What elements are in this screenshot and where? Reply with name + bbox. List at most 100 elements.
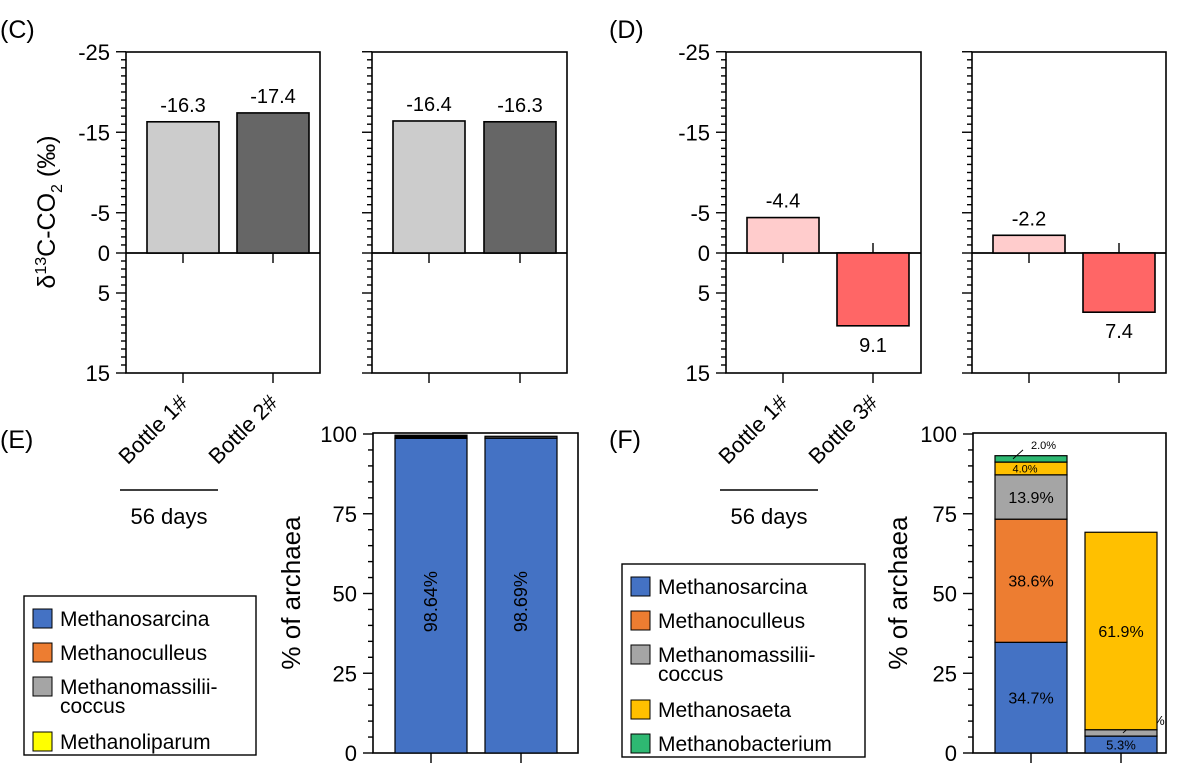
legend-label-line: Methanoliparum <box>60 731 211 754</box>
segment-value-label: 13.9% <box>1008 490 1053 507</box>
segment-value-label: 38.6% <box>1008 574 1053 591</box>
bar <box>746 216 820 254</box>
legend-swatch <box>630 610 651 631</box>
x-category-label: Bottle 1# <box>113 389 193 469</box>
y-tick-label: 50 <box>333 582 357 607</box>
legend-label: Methanosarcina <box>60 608 210 631</box>
subplot: -25 -15 -5 0 5 15 -4.4 9.1 <box>678 40 922 386</box>
y-tick-label: 100 <box>320 422 357 447</box>
leader-line <box>1012 449 1024 460</box>
legend-swatch <box>630 644 651 665</box>
bar <box>992 234 1066 254</box>
y-tick-label: 5 <box>698 281 710 306</box>
y-tick-label: -25 <box>678 40 710 65</box>
segment-value-label: 5.3% <box>1106 738 1136 753</box>
y-tick-label: -15 <box>678 120 710 145</box>
x-group-label: 56 days <box>130 504 207 529</box>
y-tick-label: 25 <box>333 661 357 686</box>
legend-label: Methanomassilii-coccus <box>658 644 816 686</box>
legend-label-line: Methanosarcina <box>658 576 808 599</box>
legend: Methanosarcina Methanoculleus Methanomassi… <box>621 563 866 758</box>
x-group-label: 56 days <box>730 504 807 529</box>
panel-label: (F) <box>609 426 641 454</box>
subplot: -16.4 -16.3 <box>362 51 568 383</box>
legend-label-line: Methanomassilii- <box>658 644 816 667</box>
y-tick-label: 0 <box>945 741 957 766</box>
stacked-segment <box>1084 531 1158 731</box>
y-tick-label: 5 <box>98 281 110 306</box>
legend-label-line: Methanomassilii- <box>60 676 218 699</box>
bar-value-label: 7.4 <box>1105 321 1133 343</box>
y-tick-label: 100 <box>920 422 957 447</box>
legend-label: Methanosaeta <box>658 699 791 722</box>
legend-box <box>23 595 257 756</box>
bar <box>146 120 220 254</box>
stacked-segment <box>994 455 1068 463</box>
stacked-segment <box>394 437 468 754</box>
bar-value-label: -16.4 <box>406 94 452 116</box>
legend-swatch <box>32 608 53 629</box>
y-tick-label: 0 <box>98 241 110 266</box>
bar-value-label: 9.1 <box>859 335 887 357</box>
panel-c: (C) -25 -15 -5 0 5 15 -16.3 -17.4 -16.4 -16.3 Bottl… <box>0 16 568 529</box>
y-axis-label: % of archaea <box>276 516 306 670</box>
legend-label: Methanosarcina <box>658 576 808 599</box>
legend-swatch <box>32 642 53 663</box>
bar <box>483 120 557 254</box>
y-tick-label: 75 <box>333 502 357 527</box>
legend-label: Methanoliparum <box>60 731 211 754</box>
legend-swatch <box>630 733 651 754</box>
x-category-label: Bottle 1# <box>713 389 793 469</box>
legend-label: Methanobacterium <box>658 733 832 756</box>
subplot: -2.2 7.4 <box>962 51 1167 383</box>
y-tick-label: 50 <box>933 582 957 607</box>
legend-swatch <box>630 699 651 720</box>
y-tick-label: 0 <box>345 741 357 766</box>
legend-label-line: Methanoculleus <box>658 610 805 633</box>
bar-value-label: -16.3 <box>497 95 543 117</box>
segment-value-label: 98.69% <box>511 571 531 632</box>
y-axis-label: % of archaea <box>883 516 913 670</box>
y-axis-label-part: δ <box>33 275 61 289</box>
bar-value-label: -17.4 <box>250 86 296 108</box>
legend-swatch <box>32 676 53 697</box>
segment-value-label: 4.0% <box>1012 463 1037 475</box>
y-tick-label: 0 <box>698 241 710 266</box>
plot-frame <box>971 51 1167 374</box>
x-category-label: Bottle 2# <box>203 389 283 469</box>
stacked-segment <box>484 437 558 754</box>
subplot: -25 -15 -5 0 5 15 -16.3 -17.4 <box>78 40 321 386</box>
stacked-segment <box>484 435 558 439</box>
legend-label: Methanomassilii-coccus <box>60 676 218 718</box>
y-tick-label: 15 <box>686 361 710 386</box>
panel-f: (F) 0 25 50 75 100 % of archaea 34.7% 38.6% 13.9%… <box>609 422 1167 766</box>
legend-label-line: Methanosarcina <box>60 608 210 631</box>
segment-value-label: 98.64% <box>421 571 441 632</box>
panel-label: (C) <box>0 16 35 44</box>
legend-swatch <box>630 576 651 597</box>
bar <box>392 120 466 254</box>
y-axis-label-part: C-CO <box>33 193 61 257</box>
y-axis-label-part: 2 <box>49 184 66 193</box>
y-tick-label: 25 <box>933 661 957 686</box>
y-tick-label: -5 <box>690 201 710 226</box>
legend-label-line: Methanosaeta <box>658 699 791 722</box>
y-axis-label: δ13C-CO2 (‰) <box>33 135 66 288</box>
y-tick-label: 15 <box>86 361 110 386</box>
legend-label-line: coccus <box>60 695 125 718</box>
bar <box>1082 252 1156 314</box>
segment-value-label: 61.9% <box>1098 624 1143 641</box>
bar-value-label: -2.2 <box>1012 208 1046 230</box>
panel-label: (D) <box>609 16 644 44</box>
stacked-segment <box>1084 729 1158 737</box>
panel-d: (D) -25 -15 -5 0 5 15 -4.4 9.1 -2.2 7.4 Bottle 1# Bo… <box>609 16 1167 529</box>
panel-e: (E) 0 25 50 75 100 % of archaea 98.64% 98.69% <box>0 422 579 766</box>
y-tick-label: -5 <box>90 201 110 226</box>
legend-label-line: coccus <box>658 663 723 686</box>
y-tick-label: -15 <box>78 120 110 145</box>
legend: Methanosarcina Methanoculleus Methanomassi… <box>23 595 257 756</box>
legend-label: Methanoculleus <box>60 642 207 665</box>
segment-value-label: 2.0% <box>1031 440 1056 452</box>
stacked-segment <box>394 434 468 439</box>
